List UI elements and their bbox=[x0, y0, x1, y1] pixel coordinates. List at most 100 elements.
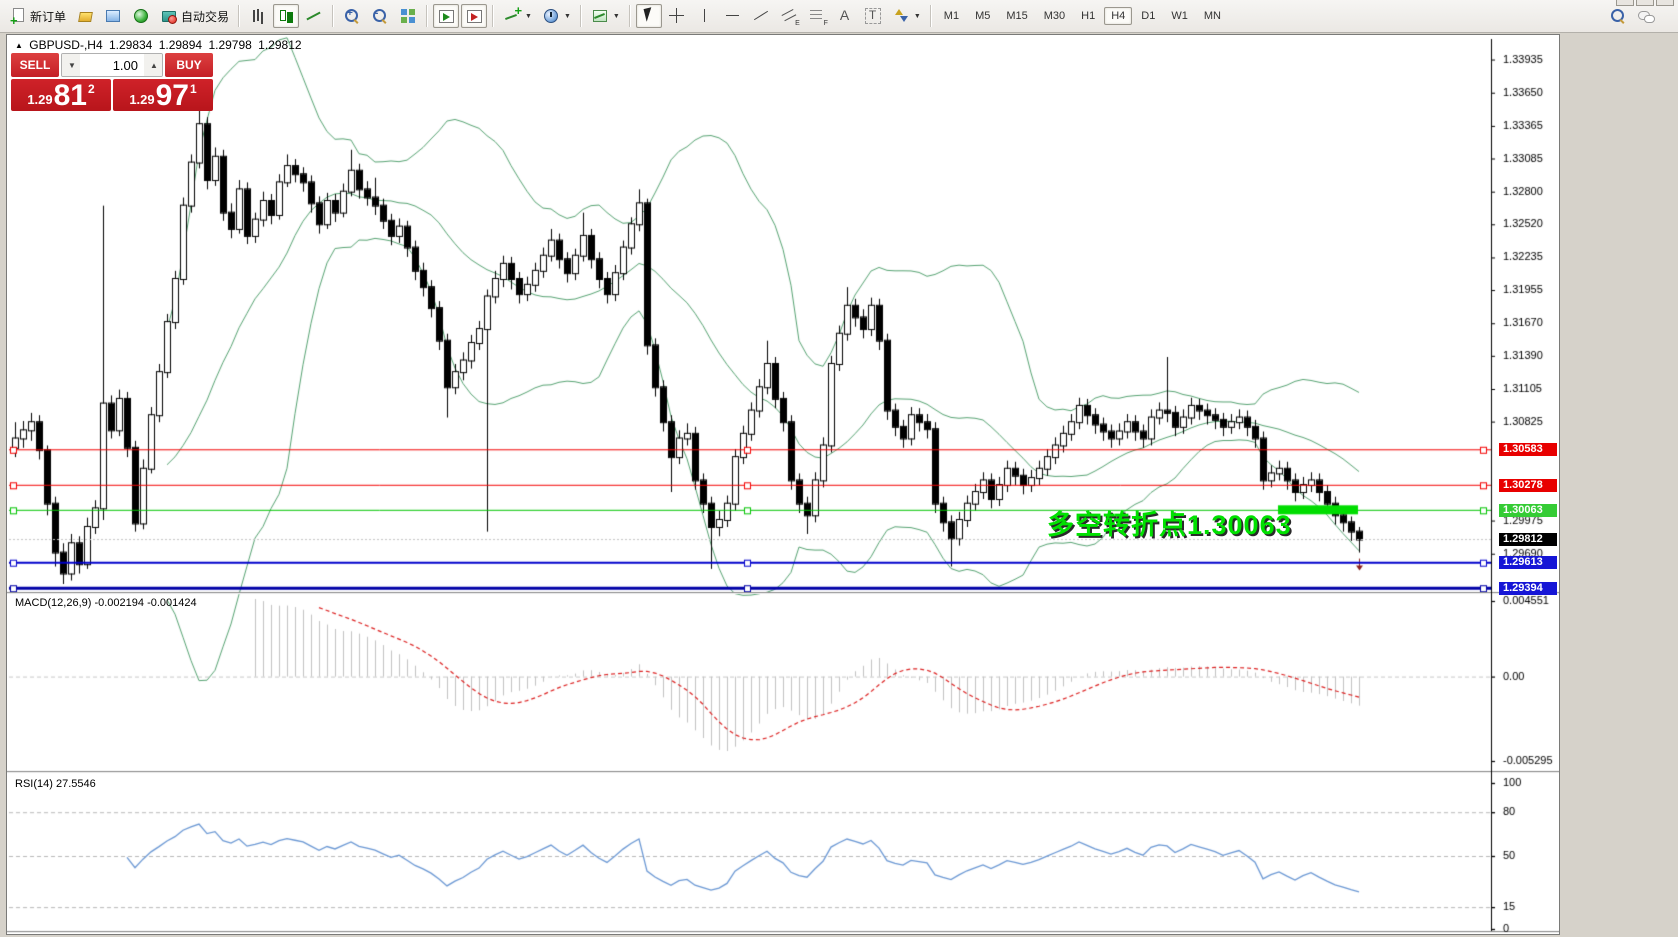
buy-button[interactable]: BUY bbox=[165, 53, 213, 77]
clock-icon bbox=[542, 7, 560, 25]
new-chart-button[interactable] bbox=[100, 4, 126, 28]
timeframe-m30-button[interactable]: M30 bbox=[1043, 10, 1066, 22]
label-t-icon bbox=[864, 7, 882, 25]
chat-icon bbox=[1637, 7, 1655, 25]
minimize-button[interactable] bbox=[1616, 0, 1634, 6]
price-chart[interactable] bbox=[7, 35, 1559, 934]
trendline-button[interactable] bbox=[748, 4, 774, 28]
templates-button[interactable]: ▼ bbox=[587, 4, 624, 28]
price-close: 1.29812 bbox=[258, 38, 302, 52]
tile-icon bbox=[399, 7, 417, 25]
chart-shift-button[interactable] bbox=[461, 4, 488, 28]
auto-trading-icon bbox=[160, 7, 178, 25]
chat-button[interactable] bbox=[1633, 4, 1659, 28]
price-tag-1.29394: 1.29394 bbox=[1499, 581, 1557, 595]
rsi-label: RSI(14) 27.5546 bbox=[15, 778, 96, 790]
timeframe-m1-button[interactable]: M1 bbox=[943, 10, 960, 22]
candles-icon bbox=[277, 7, 295, 25]
chart-window: ▲ GBPUSD-,H4 1.29834 1.29894 1.29798 1.2… bbox=[6, 34, 1560, 935]
arrows-button[interactable]: ▼ bbox=[888, 4, 925, 28]
sell-price-big: 81 bbox=[53, 79, 87, 112]
toolbar: 新订单 自动交易 +- ▼ ▼ ▼ ▼ M1 M5 M15 M30 H1 H4 D1 W1 MN bbox=[0, 0, 1678, 33]
timeframe-w1-button[interactable]: W1 bbox=[1171, 10, 1188, 22]
symbol-marker-icon: ▲ bbox=[15, 41, 23, 50]
bars-icon bbox=[249, 7, 267, 25]
price-tag-1.29613: 1.29613 bbox=[1499, 556, 1557, 570]
sell-button[interactable]: SELL bbox=[11, 53, 59, 77]
crosshair-button[interactable] bbox=[664, 4, 690, 28]
periods-button[interactable]: ▼ bbox=[538, 4, 575, 28]
text-a-icon bbox=[836, 7, 854, 25]
text-button[interactable] bbox=[832, 4, 858, 28]
buy-price[interactable]: 1.29 97 1 bbox=[113, 79, 213, 111]
arrows-icon bbox=[892, 7, 910, 25]
volume-increase-button[interactable]: ▲ bbox=[144, 54, 162, 76]
chevron-down-icon[interactable]: ▼ bbox=[563, 12, 571, 20]
hline-icon bbox=[724, 7, 742, 25]
chevron-down-icon[interactable]: ▼ bbox=[612, 12, 620, 20]
navigator-button[interactable] bbox=[128, 4, 154, 28]
macd-label: MACD(12,26,9) -0.002194 -0.001424 bbox=[15, 597, 197, 609]
autoscroll-icon bbox=[437, 7, 455, 25]
indicators-icon bbox=[503, 3, 522, 25]
chart-title: ▲ GBPUSD-,H4 1.29834 1.29894 1.29798 1.2… bbox=[15, 38, 305, 52]
horizontal-line-button[interactable] bbox=[720, 4, 746, 28]
symbol-period: GBPUSD-,H4 bbox=[29, 38, 103, 52]
cursor-icon bbox=[640, 7, 658, 25]
candlestick-chart-button[interactable] bbox=[273, 4, 300, 28]
one-click-trading-panel: SELL ▼ ▲ BUY 1.29 81 2 1.29 97 1 bbox=[11, 53, 213, 111]
new-order-button[interactable]: 新订单 bbox=[5, 4, 70, 28]
zoom-out-button[interactable]: - bbox=[367, 4, 393, 28]
zoom-in-icon: + bbox=[343, 7, 361, 25]
new-order-button-label: 新订单 bbox=[30, 9, 67, 24]
line-chart-button[interactable] bbox=[301, 4, 327, 28]
window-controls bbox=[1616, 0, 1674, 6]
chevron-down-icon[interactable]: ▼ bbox=[913, 12, 921, 20]
green-orb-icon bbox=[132, 7, 150, 25]
vertical-line-button[interactable] bbox=[692, 4, 718, 28]
volume-input[interactable] bbox=[80, 54, 144, 76]
channel-icon bbox=[780, 7, 800, 27]
zoom-in-button[interactable]: + bbox=[339, 4, 365, 28]
timeframe-h4-button[interactable]: H4 bbox=[1104, 7, 1133, 25]
buy-price-pip: 1 bbox=[190, 82, 197, 96]
close-button[interactable] bbox=[1656, 0, 1674, 6]
sell-price-base: 1.29 bbox=[27, 92, 53, 107]
fibonacci-button[interactable] bbox=[804, 4, 830, 28]
equidistant-channel-button[interactable] bbox=[776, 4, 802, 28]
volume-decrease-button[interactable]: ▼ bbox=[62, 54, 80, 76]
chart-annotation-text[interactable]: 多空转折点1.30063 bbox=[1047, 510, 1292, 540]
timeframe-m5-button[interactable]: M5 bbox=[975, 10, 991, 22]
market-watch-button[interactable] bbox=[72, 4, 98, 28]
search-icon bbox=[1609, 7, 1627, 25]
timeframe-mn-button[interactable]: MN bbox=[1203, 10, 1221, 22]
price-open: 1.29834 bbox=[108, 38, 153, 52]
blue-chart-icon bbox=[104, 7, 122, 25]
linechart-icon bbox=[305, 7, 323, 25]
buy-price-base: 1.29 bbox=[129, 92, 155, 107]
auto-scroll-button[interactable] bbox=[433, 4, 460, 28]
auto-trading-button[interactable]: 自动交易 bbox=[156, 4, 233, 28]
timeframe-d1-button[interactable]: D1 bbox=[1141, 10, 1156, 22]
sell-price[interactable]: 1.29 81 2 bbox=[11, 79, 111, 111]
search-button[interactable] bbox=[1605, 4, 1631, 28]
buy-price-big: 97 bbox=[155, 79, 189, 112]
timeframe-m15-button[interactable]: M15 bbox=[1006, 10, 1028, 22]
price-tag-1.30583: 1.30583 bbox=[1499, 443, 1557, 457]
yellow-box-icon bbox=[76, 7, 94, 25]
auto-trading-button-label: 自动交易 bbox=[181, 9, 230, 24]
tile-windows-button[interactable] bbox=[395, 4, 421, 28]
chevron-down-icon[interactable]: ▼ bbox=[525, 12, 532, 20]
indicators-button[interactable]: ▼ bbox=[499, 3, 536, 28]
sell-price-pip: 2 bbox=[88, 82, 95, 96]
price-high: 1.29894 bbox=[158, 38, 203, 52]
label-button[interactable] bbox=[860, 4, 886, 28]
timeframe-h1-button[interactable]: H1 bbox=[1081, 10, 1096, 22]
restore-button[interactable] bbox=[1636, 0, 1654, 6]
bar-chart-button[interactable] bbox=[245, 4, 271, 28]
price-tag-1.30278: 1.30278 bbox=[1499, 478, 1557, 492]
price-tag-1.30063: 1.30063 bbox=[1499, 503, 1557, 517]
vline-icon bbox=[696, 7, 714, 25]
template-icon bbox=[591, 7, 609, 25]
cursor-button[interactable] bbox=[635, 4, 662, 28]
